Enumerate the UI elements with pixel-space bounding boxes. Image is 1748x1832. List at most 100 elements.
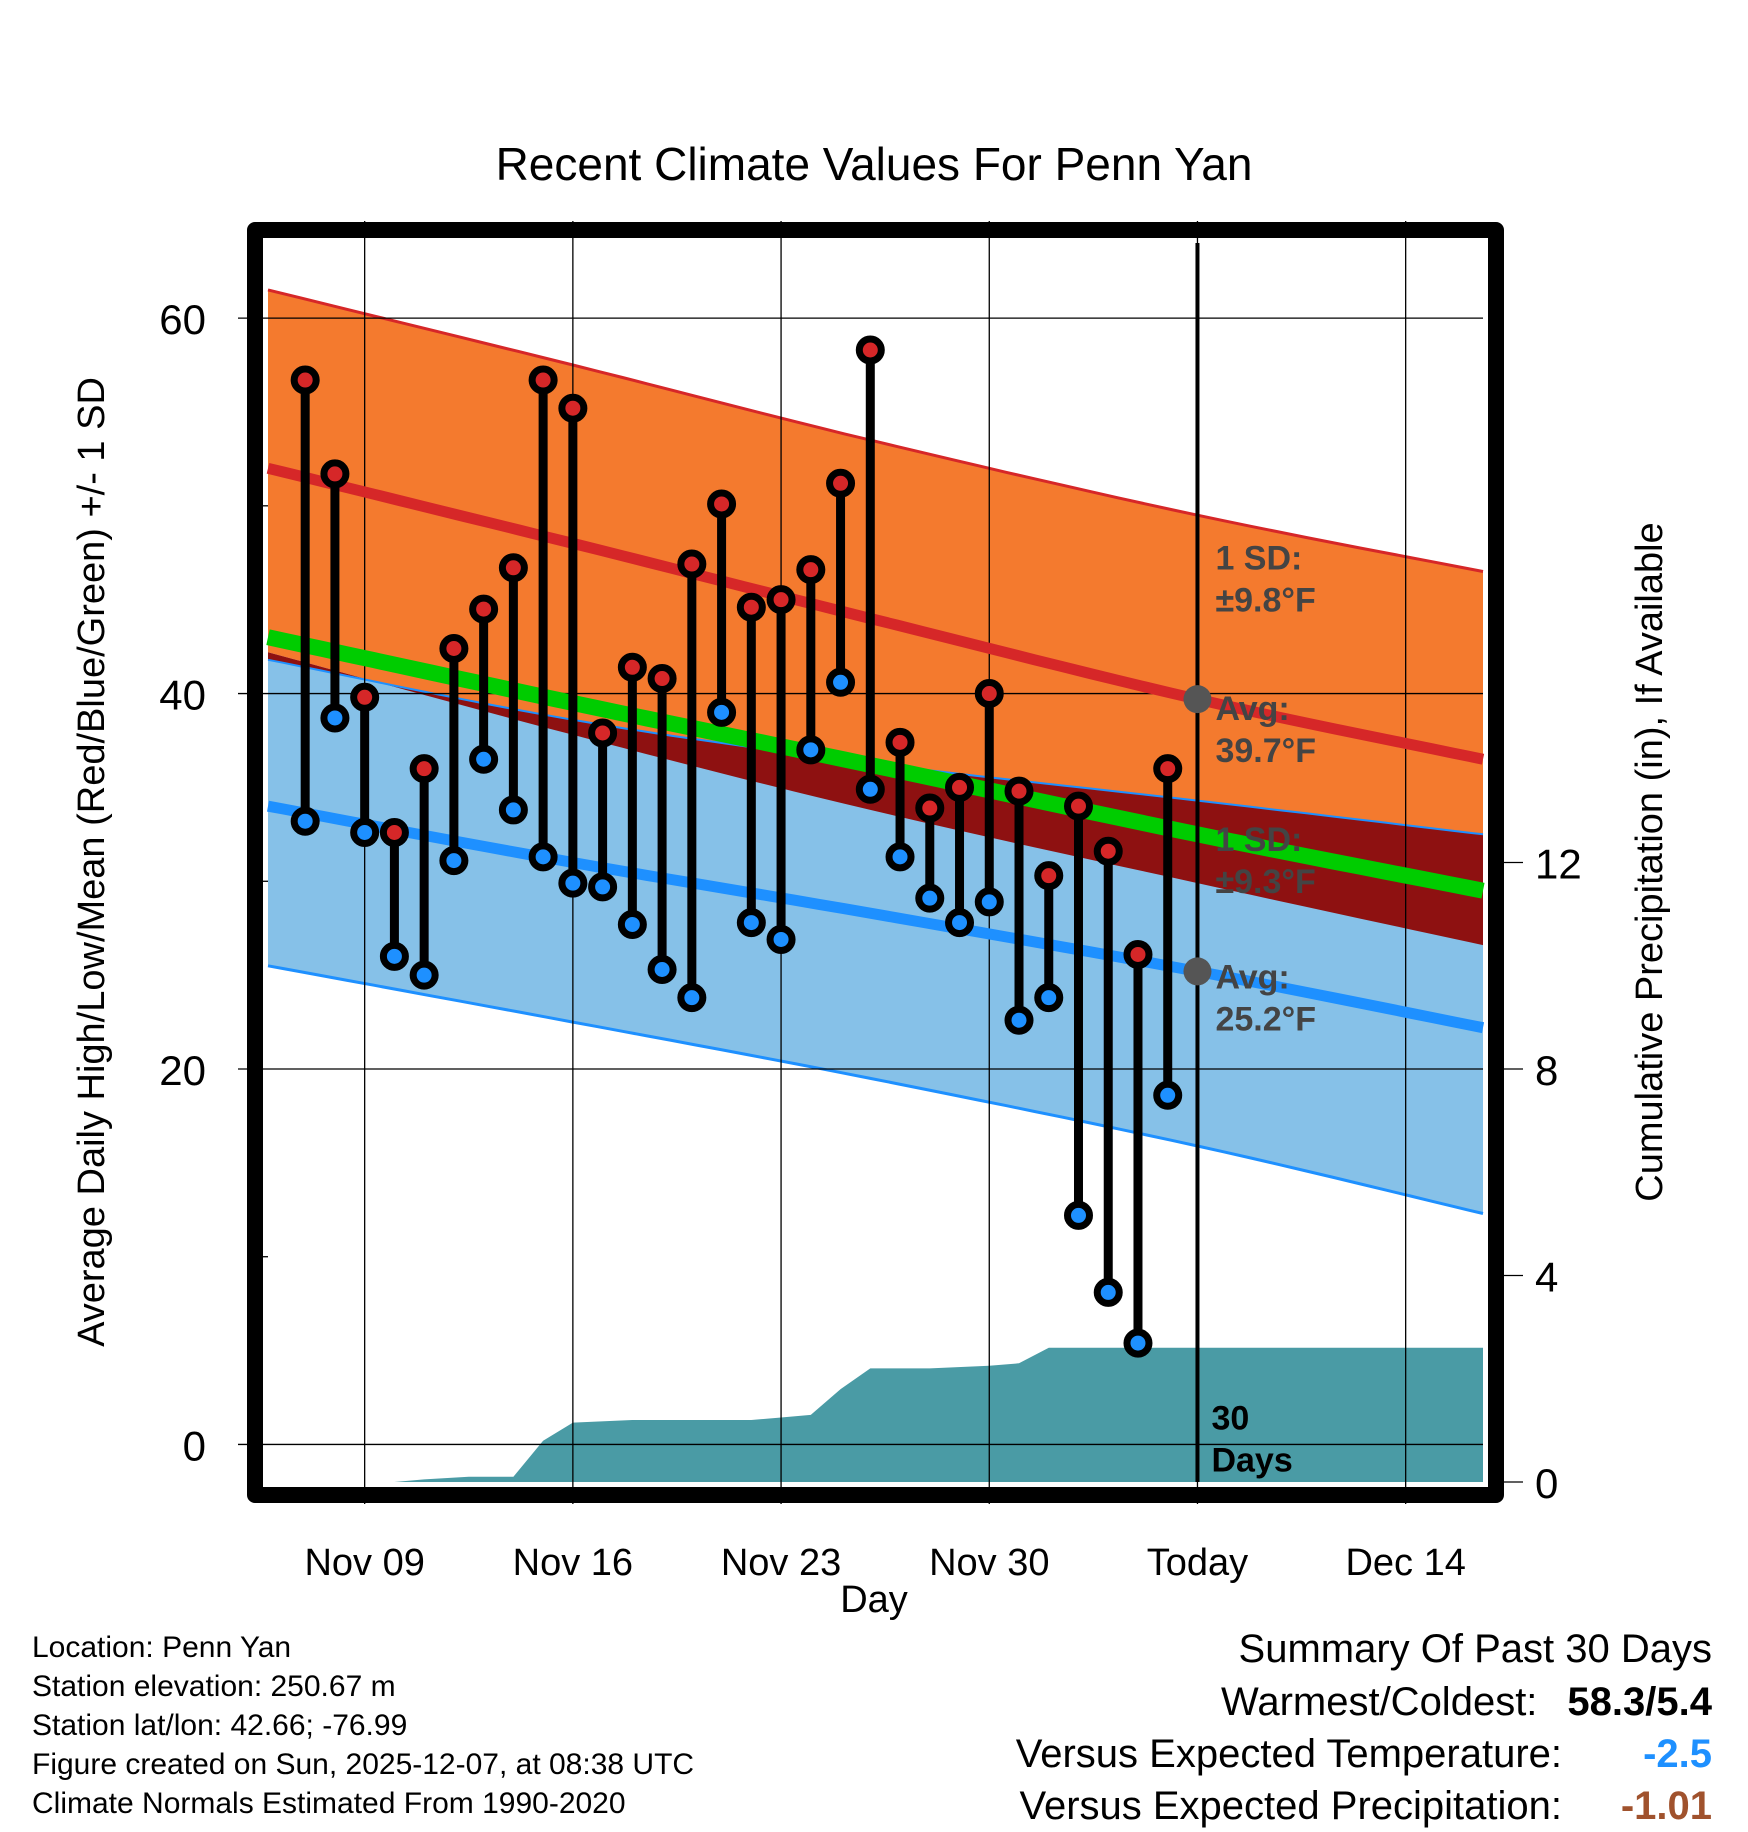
daily-high-point xyxy=(974,679,1004,709)
daily-high-point xyxy=(1034,861,1064,891)
daily-high-point xyxy=(885,727,915,757)
daily-low-point xyxy=(945,908,975,938)
daily-low-point xyxy=(707,697,737,727)
daily-low-point xyxy=(379,941,409,971)
daily-low-point xyxy=(320,703,350,733)
daily-high-point xyxy=(379,817,409,847)
summary-warmest-row: Warmest/Coldest: 58.3/5.4 xyxy=(1016,1676,1712,1728)
annotation-high-sd: ±9.8°F xyxy=(1215,582,1315,620)
daily-high-point xyxy=(707,489,737,519)
daily-low-point xyxy=(855,774,885,804)
daily-high-point xyxy=(1123,939,1153,969)
daily-high-point xyxy=(1153,754,1183,784)
summary-warmest-value: 58.3/5.4 xyxy=(1567,1680,1712,1724)
daily-low-point xyxy=(796,735,826,765)
daily-low-point xyxy=(974,887,1004,917)
chart-title: Recent Climate Values For Penn Yan xyxy=(496,138,1253,190)
annotation-window: Days xyxy=(1211,1441,1292,1479)
daily-high-point xyxy=(409,754,439,784)
daily-high-point xyxy=(677,549,707,579)
y2-tick-label: 0 xyxy=(1535,1460,1558,1507)
annotation-low-sd: ±9.3°F xyxy=(1215,863,1315,901)
annotation-window: 30 xyxy=(1211,1399,1249,1437)
daily-high-point xyxy=(826,468,856,498)
daily-low-point xyxy=(409,960,439,990)
daily-high-point xyxy=(796,555,826,585)
annotation-high-sd: 1 SD: xyxy=(1215,540,1302,578)
daily-high-point xyxy=(647,664,677,694)
low-average-line xyxy=(267,800,1485,1034)
info-normals: Climate Normals Estimated From 1990-2020 xyxy=(32,1787,626,1820)
info-latlon: Station lat/lon: 42.66; -76.99 xyxy=(32,1709,408,1742)
daily-high-point xyxy=(1093,836,1123,866)
daily-low-point xyxy=(1093,1277,1123,1307)
annotation-high-avg: 39.7°F xyxy=(1215,732,1316,770)
info-location: Location: Penn Yan xyxy=(32,1631,292,1664)
climate-chart: Recent Climate Values For Penn Yan 1 SD:… xyxy=(71,138,1671,1620)
daily-high-point xyxy=(736,592,766,622)
y-tick-label: 20 xyxy=(159,1047,206,1094)
daily-low-point xyxy=(439,846,469,876)
x-tick-label: Nov 09 xyxy=(304,1542,424,1584)
annotation-low-sd: 1 SD: xyxy=(1215,821,1302,859)
low-lower-sd-line xyxy=(267,964,1484,1215)
info-elevation: Station elevation: 250.67 m xyxy=(32,1670,396,1703)
daily-low-point xyxy=(558,868,588,898)
annotation-high-avg: Avg: xyxy=(1215,690,1289,728)
y2-tick-label: 4 xyxy=(1535,1254,1558,1301)
daily-high-point xyxy=(855,335,885,365)
daily-low-point xyxy=(1034,983,1064,1013)
summary-precip-label: Versus Expected Precipitation: xyxy=(1019,1784,1562,1828)
station-info: Location: Penn Yan Station elevation: 25… xyxy=(32,1628,694,1823)
daily-low-point xyxy=(766,924,796,954)
daily-low-point xyxy=(915,883,945,913)
daily-high-point xyxy=(766,585,796,615)
daily-low-point xyxy=(617,909,647,939)
summary-panel: Summary Of Past 30 Days Warmest/Coldest:… xyxy=(1016,1622,1712,1832)
y-axis-label: Average Daily High/Low/Mean (Red/Blue/Gr… xyxy=(71,377,113,1347)
daily-low-point xyxy=(1123,1328,1153,1358)
x-axis-label: Day xyxy=(840,1579,908,1620)
summary-warmest-label: Warmest/Coldest: xyxy=(1221,1680,1538,1724)
daily-high-point xyxy=(498,553,528,583)
x-tick-label: Nov 23 xyxy=(721,1542,841,1584)
info-created: Figure created on Sun, 2025-12-07, at 08… xyxy=(32,1748,695,1781)
x-tick-label: Dec 14 xyxy=(1345,1542,1465,1584)
low-average-today-dot xyxy=(1183,957,1212,986)
y2-axis-label: Cumulative Precipitation (in), If Availa… xyxy=(1629,522,1671,1201)
precipitation-area xyxy=(268,1347,1483,1482)
summary-precip-value: -1.01 xyxy=(1620,1784,1712,1828)
y2-tick-label: 12 xyxy=(1535,841,1582,888)
high-average-today-dot xyxy=(1183,685,1212,714)
summary-precip-row: Versus Expected Precipitation: -1.01 xyxy=(1016,1780,1712,1832)
daily-low-point xyxy=(1004,1005,1034,1035)
daily-low-point xyxy=(1063,1200,1093,1230)
daily-low-point xyxy=(528,842,558,872)
x-tick-label: Nov 16 xyxy=(513,1542,633,1584)
daily-high-point xyxy=(617,652,647,682)
y2-tick-label: 8 xyxy=(1535,1047,1558,1094)
summary-title: Summary Of Past 30 Days xyxy=(1238,1627,1712,1671)
daily-high-point xyxy=(1004,776,1034,806)
daily-high-point xyxy=(915,793,945,823)
daily-low-point xyxy=(290,806,320,836)
daily-low-point xyxy=(498,795,528,825)
daily-low-point xyxy=(736,908,766,938)
daily-low-point xyxy=(1153,1080,1183,1110)
daily-high-point xyxy=(469,594,499,624)
low-lower-band xyxy=(268,806,1483,1214)
annotation-low-avg: 25.2°F xyxy=(1215,1000,1316,1038)
summary-temp-label: Versus Expected Temperature: xyxy=(1015,1732,1562,1776)
daily-high-point xyxy=(290,365,320,395)
daily-high-point xyxy=(1063,791,1093,821)
daily-high-point xyxy=(588,718,618,748)
daily-low-point xyxy=(469,744,499,774)
annotation-low-avg: Avg: xyxy=(1215,958,1289,996)
daily-low-point xyxy=(350,817,380,847)
daily-low-point xyxy=(588,872,618,902)
daily-low-point xyxy=(677,983,707,1013)
daily-low-point xyxy=(647,955,677,985)
summary-temp-row: Versus Expected Temperature: -2.5 xyxy=(1016,1728,1712,1780)
daily-high-point xyxy=(439,633,469,663)
daily-high-point xyxy=(320,459,350,489)
